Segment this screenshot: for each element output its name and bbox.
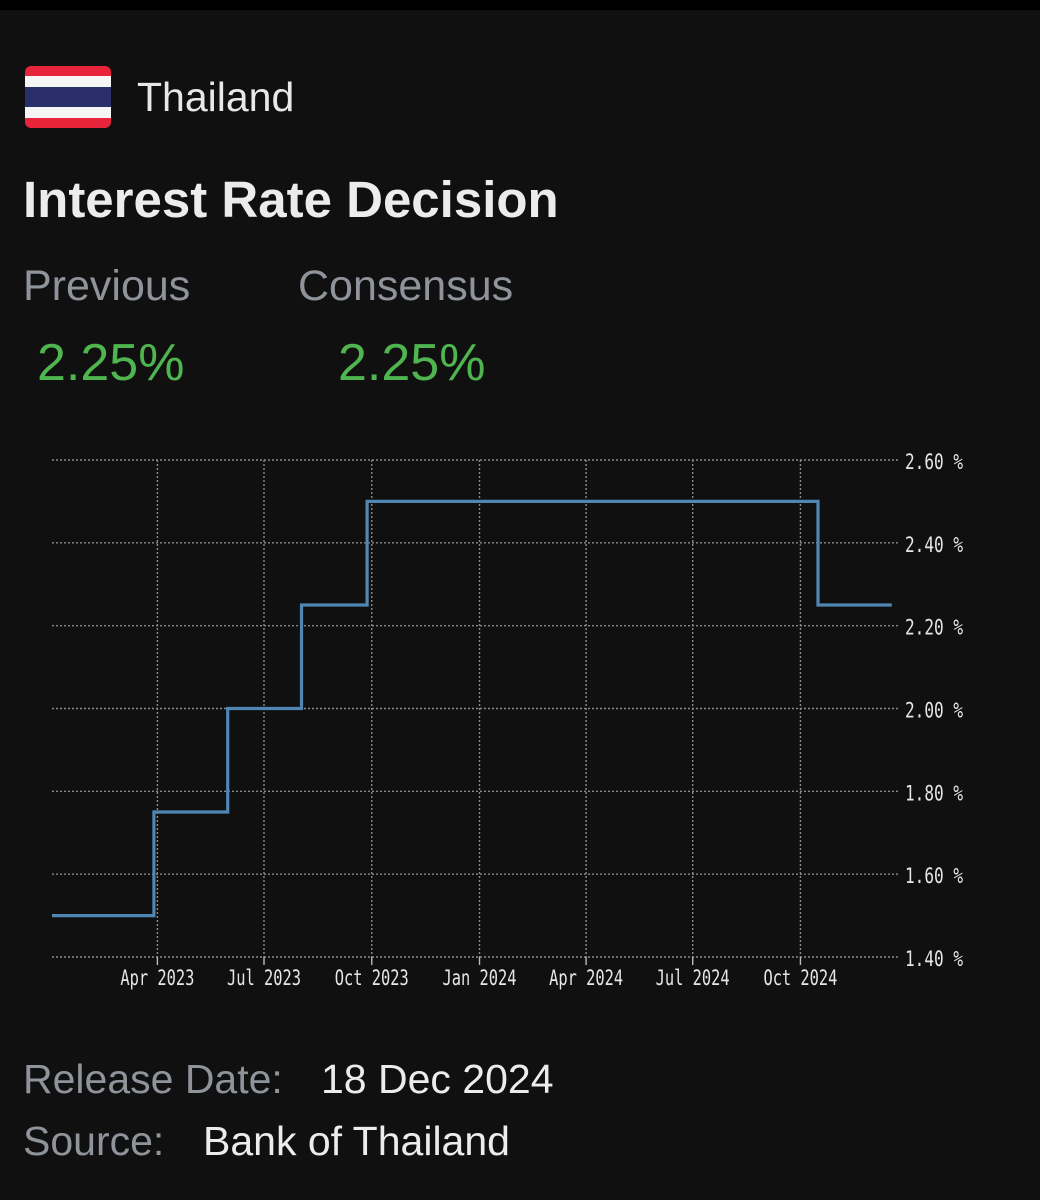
vertical-gridlines [156, 460, 802, 965]
y-tick-label: 1.60 % [905, 864, 963, 888]
x-tick-label: Oct 2024 [763, 966, 837, 990]
horizontal-gridlines [52, 459, 900, 958]
consensus-label: Consensus [298, 262, 514, 310]
x-tick-label: Jul 2024 [656, 966, 730, 990]
previous-label: Previous [23, 262, 191, 310]
x-tick-label: Apr 2023 [120, 966, 194, 990]
y-tick-label: 2.40 % [905, 533, 963, 557]
indicator-card: Thailand Interest Rate Decision Previous… [0, 10, 1040, 1200]
thailand-flag-icon [25, 66, 111, 128]
y-axis-labels: 2.60 % 2.40 % 2.20 % 2.00 % 1.80 % 1.60 % 1.40… [905, 450, 963, 971]
consensus-value: 2.25% [338, 334, 486, 392]
y-tick-label: 2.20 % [905, 616, 963, 640]
previous-value: 2.25% [37, 334, 185, 392]
indicator-title: Interest Rate Decision [23, 171, 559, 228]
x-tick-label: Apr 2024 [549, 966, 623, 990]
y-tick-label: 1.80 % [905, 781, 963, 805]
source-label: Source: [23, 1118, 165, 1164]
country-name: Thailand [137, 74, 295, 120]
y-tick-label: 1.40 % [905, 947, 963, 971]
interest-rate-chart: 2.60 % 2.40 % 2.20 % 2.00 % 1.80 % 1.60 % 1.40… [51, 450, 963, 990]
rate-series-line [52, 499, 892, 918]
x-tick-label: Jul 2023 [227, 966, 301, 990]
x-tick-label: Oct 2023 [335, 966, 409, 990]
source-value: Bank of Thailand [203, 1118, 510, 1164]
y-tick-label: 2.60 % [905, 450, 963, 474]
x-axis-labels: Apr 2023 Jul 2023 Oct 2023 Jan 2024 Apr 2024… [120, 966, 837, 990]
release-date-label: Release Date: [23, 1056, 283, 1102]
x-tick-label: Jan 2024 [443, 966, 517, 990]
series-layer [51, 499, 892, 918]
release-date-value: 18 Dec 2024 [321, 1056, 554, 1102]
y-tick-label: 2.00 % [905, 699, 963, 723]
